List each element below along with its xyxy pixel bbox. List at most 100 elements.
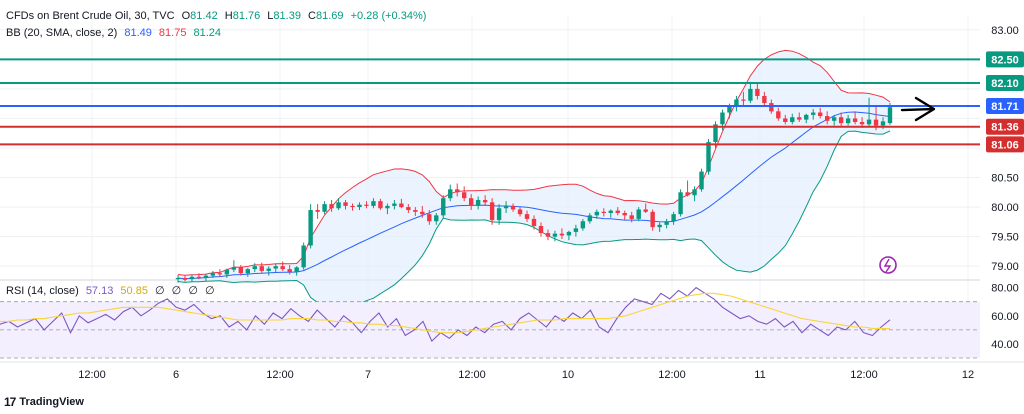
bb-fill xyxy=(178,50,890,308)
candle-body xyxy=(461,192,467,199)
open-value: 81.42 xyxy=(190,10,218,22)
candle-body xyxy=(657,224,662,228)
candle-body xyxy=(273,266,278,269)
candle-body xyxy=(580,221,586,229)
candle-body xyxy=(706,142,711,172)
candle-body xyxy=(838,117,844,124)
bb-upper-line xyxy=(177,49,891,276)
rsi-na-3: ∅ xyxy=(188,285,198,297)
candle-body xyxy=(748,88,753,101)
candle-body xyxy=(420,211,425,215)
x-tick-label: 7 xyxy=(365,369,371,381)
rsi-na-2: ∅ xyxy=(171,285,182,297)
level-label-81.06: 81.06 xyxy=(991,139,1019,151)
candle-body xyxy=(364,204,369,206)
x-tick-label: 12 xyxy=(962,369,974,381)
bb-lower-value: 81.24 xyxy=(193,27,222,39)
candle-body xyxy=(489,202,495,221)
candle-body xyxy=(573,228,579,232)
y-tick-label: 79.00 xyxy=(991,261,1019,273)
bb-legend: BB (20, SMA, close, 2) 81.49 81.75 81.24 xyxy=(6,27,221,39)
candle-body xyxy=(357,204,362,208)
candle-body xyxy=(629,215,634,219)
level-label-82.50: 82.50 xyxy=(991,54,1019,66)
candle-body xyxy=(482,199,488,203)
candle-body xyxy=(608,210,613,213)
x-tick-label: 12:00 xyxy=(266,369,294,381)
candle-body xyxy=(804,114,809,120)
candle-body xyxy=(887,107,893,124)
candle-body xyxy=(650,211,655,228)
candle-body xyxy=(776,111,781,119)
low-value: 81.39 xyxy=(273,10,301,22)
candle-body xyxy=(259,266,264,271)
candle-body xyxy=(852,118,858,122)
candle-body xyxy=(231,267,237,270)
candle-body xyxy=(245,269,251,274)
candle-body xyxy=(790,117,795,122)
bb-label: BB (20, SMA, close, 2) xyxy=(6,27,118,39)
candle-body xyxy=(594,211,600,216)
candle-body xyxy=(217,273,223,275)
level-label-82.10: 82.10 xyxy=(991,78,1019,90)
candle-body xyxy=(615,210,620,213)
tradingview-logo-icon: 17 xyxy=(4,395,16,409)
candle-body xyxy=(280,266,285,270)
candle-body xyxy=(538,225,544,234)
rsi-na-1: ∅ xyxy=(155,285,165,297)
candle-body xyxy=(566,231,572,236)
candle-body xyxy=(769,103,774,112)
candle-body xyxy=(503,205,509,209)
x-tick-label: 10 xyxy=(562,369,574,381)
candle-body xyxy=(622,212,627,216)
bb-upper-value: 81.75 xyxy=(158,27,187,39)
candle-body xyxy=(587,215,593,222)
candle-body xyxy=(196,276,202,278)
candle-body xyxy=(252,266,257,270)
candle-body xyxy=(873,119,879,126)
candle-body xyxy=(762,95,767,104)
rsi-legend: RSI (14, close) 57.13 50.85 ∅ ∅ ∅ ∅ xyxy=(6,284,215,297)
x-tick-label: 12:00 xyxy=(458,369,486,381)
rsi-y-tick-label: 80.00 xyxy=(991,283,1019,295)
candle-body xyxy=(517,209,523,215)
candle-body xyxy=(224,269,230,275)
candle-body xyxy=(175,278,181,280)
candle-body xyxy=(685,192,690,196)
candle-body xyxy=(203,275,209,278)
level-tag-82.50 xyxy=(986,51,1024,68)
y-tick-label: 80.00 xyxy=(991,202,1019,214)
level-tag-82.10 xyxy=(986,74,1024,91)
candle-body xyxy=(427,214,432,222)
candle-body xyxy=(699,171,704,190)
candle-body xyxy=(797,117,802,120)
candle-body xyxy=(831,117,837,121)
candle-body xyxy=(448,189,453,199)
rsi-na-4: ∅ xyxy=(204,285,215,297)
level-label-81.71: 81.71 xyxy=(991,101,1019,113)
candle-body xyxy=(371,201,376,206)
candle-body xyxy=(189,276,195,280)
y-tick-label: 83.00 xyxy=(991,25,1019,37)
candle-body xyxy=(824,116,830,121)
candle-body xyxy=(664,221,669,225)
x-tick-label: 12:00 xyxy=(658,369,686,381)
candle-body xyxy=(817,112,823,117)
candle-body xyxy=(468,198,474,206)
candle-body xyxy=(496,208,502,221)
tradingview-brand[interactable]: 17 TradingView xyxy=(4,395,84,409)
candle-body xyxy=(182,278,188,280)
candle-body xyxy=(322,204,327,212)
candle-body xyxy=(441,198,446,216)
candle-body xyxy=(671,214,676,222)
candle-body xyxy=(755,88,760,96)
candle-body xyxy=(866,119,872,125)
candle-body xyxy=(301,245,306,268)
tradingview-name: TradingView xyxy=(19,396,84,408)
candle-body xyxy=(783,118,788,122)
lightning-bolt-icon xyxy=(883,258,892,273)
candle-body xyxy=(266,268,271,271)
ideas-lightning-icon xyxy=(879,256,897,274)
x-tick-label: 6 xyxy=(173,369,179,381)
